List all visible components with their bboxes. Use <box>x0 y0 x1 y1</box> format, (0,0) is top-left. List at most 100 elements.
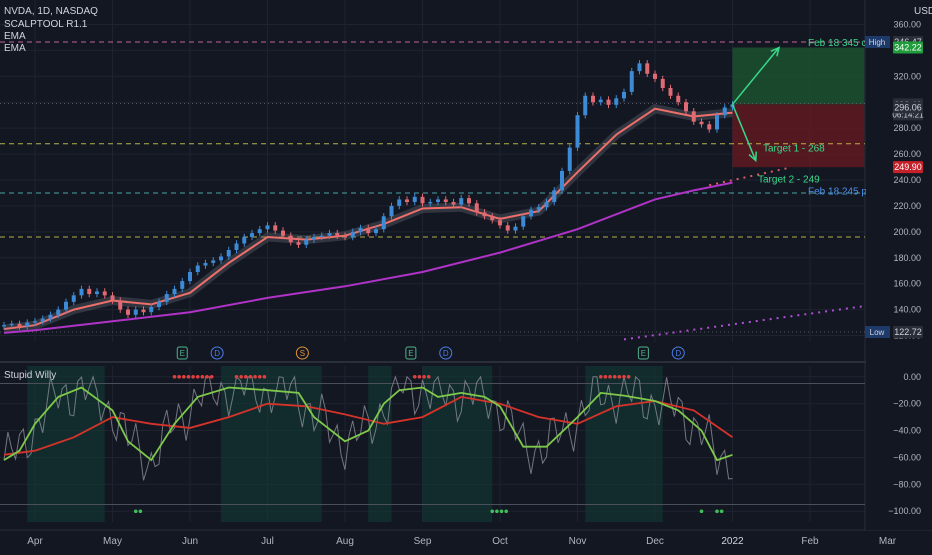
candle-body[interactable] <box>87 288 92 295</box>
candle-body[interactable] <box>95 291 99 295</box>
earnings-marker[interactable] <box>176 346 188 360</box>
target-arrow[interactable] <box>731 47 780 105</box>
candle-body[interactable] <box>343 235 347 238</box>
annotation-label[interactable]: Target 2 - 249 <box>758 175 820 186</box>
candle-body[interactable] <box>583 95 588 116</box>
candle-body[interactable] <box>102 291 107 296</box>
earnings-marker[interactable] <box>405 346 417 360</box>
candle-body[interactable] <box>164 294 169 302</box>
lower-pane-title[interactable]: Stupid Willy <box>4 370 56 381</box>
candle-body[interactable] <box>219 256 223 261</box>
candle-body[interactable] <box>722 107 727 116</box>
candle-body[interactable] <box>118 300 123 310</box>
candle-body[interactable] <box>56 309 61 315</box>
candle-body[interactable] <box>234 243 239 250</box>
willy-slow-line[interactable] <box>3 395 734 456</box>
candle-body[interactable] <box>536 207 541 210</box>
target-arrow[interactable] <box>731 104 757 161</box>
candle-body[interactable] <box>428 202 433 204</box>
candle-body[interactable] <box>381 216 386 230</box>
candle-body[interactable] <box>273 225 278 231</box>
candle-body[interactable] <box>304 239 309 245</box>
candle-body[interactable] <box>25 322 30 327</box>
candle-body[interactable] <box>707 124 712 130</box>
legend-indicator-ema[interactable]: EMA <box>4 43 26 54</box>
profit-zone[interactable] <box>732 47 865 105</box>
candle-body[interactable] <box>195 265 200 273</box>
candle-body[interactable] <box>319 235 324 238</box>
candle-body[interactable] <box>699 121 704 125</box>
price-tag[interactable] <box>893 161 923 174</box>
candle-body[interactable] <box>71 295 76 302</box>
price-tag[interactable] <box>893 41 923 54</box>
candle-body[interactable] <box>366 227 371 234</box>
candle-body[interactable] <box>614 98 619 105</box>
candle-body[interactable] <box>459 198 464 205</box>
annotation-label[interactable]: Feb 18 345 call <box>808 38 876 49</box>
dividend-marker[interactable] <box>439 346 453 360</box>
candle-body[interactable] <box>257 229 262 234</box>
candle-body[interactable] <box>110 295 115 301</box>
candle-body[interactable] <box>296 242 301 245</box>
candle-body[interactable] <box>684 102 688 112</box>
annotation-label[interactable]: Feb 18 245 put <box>808 186 875 197</box>
dividend-marker[interactable] <box>671 346 685 360</box>
candle-body[interactable] <box>397 199 402 206</box>
candle-body[interactable] <box>467 198 471 204</box>
dividend-marker[interactable] <box>210 346 224 360</box>
candle-body[interactable] <box>288 235 293 243</box>
price-tag[interactable] <box>893 101 923 114</box>
candle-body[interactable] <box>691 111 696 122</box>
candle-body[interactable] <box>33 321 37 323</box>
candle-body[interactable] <box>653 73 657 79</box>
candle-body[interactable] <box>250 233 254 238</box>
candle-body[interactable] <box>668 87 673 96</box>
candle-body[interactable] <box>327 233 332 236</box>
candle-body[interactable] <box>513 226 518 231</box>
candle-body[interactable] <box>606 99 611 105</box>
candle-body[interactable] <box>451 202 456 205</box>
candle-body[interactable] <box>350 231 355 238</box>
candle-body[interactable] <box>172 288 177 295</box>
candle-body[interactable] <box>141 309 146 313</box>
candle-body[interactable] <box>645 63 650 74</box>
candle-body[interactable] <box>474 203 479 213</box>
candle-body[interactable] <box>560 170 564 191</box>
candle-body[interactable] <box>490 216 495 221</box>
candle-body[interactable] <box>676 95 681 103</box>
legend-indicator-scalptool[interactable]: SCALPTOOL R1.1 <box>4 19 88 30</box>
candle-body[interactable] <box>389 205 394 217</box>
candle-body[interactable] <box>529 209 533 217</box>
candle-body[interactable] <box>149 307 154 313</box>
candle-body[interactable] <box>17 323 22 327</box>
candle-body[interactable] <box>226 249 231 257</box>
candle-body[interactable] <box>281 230 285 236</box>
ema-slow-line[interactable] <box>3 181 733 334</box>
candle-body[interactable] <box>498 220 502 226</box>
candle-body[interactable] <box>203 262 208 266</box>
candle-body[interactable] <box>133 309 138 315</box>
candle-body[interactable] <box>79 288 84 296</box>
candle-body[interactable] <box>715 115 719 130</box>
candle-body[interactable] <box>552 190 557 203</box>
candle-body[interactable] <box>521 216 526 227</box>
candle-body[interactable] <box>567 147 572 171</box>
candle-body[interactable] <box>265 225 270 230</box>
candle-body[interactable] <box>637 63 642 72</box>
candle-body[interactable] <box>48 314 53 319</box>
candle-body[interactable] <box>242 237 247 244</box>
legend-indicator-ema[interactable]: EMA <box>4 31 26 42</box>
annotation-label[interactable]: Target 1 - 268 <box>763 144 825 155</box>
candle-body[interactable] <box>358 227 363 232</box>
candle-body[interactable] <box>312 237 316 240</box>
candle-body[interactable] <box>482 212 487 217</box>
candle-body[interactable] <box>660 78 665 88</box>
willy-raw-line[interactable] <box>3 375 733 481</box>
willy-fast-line[interactable] <box>3 386 733 462</box>
candle-body[interactable] <box>575 115 580 148</box>
candle-body[interactable] <box>40 318 45 322</box>
candle-body[interactable] <box>629 71 634 92</box>
candle-body[interactable] <box>64 301 68 310</box>
